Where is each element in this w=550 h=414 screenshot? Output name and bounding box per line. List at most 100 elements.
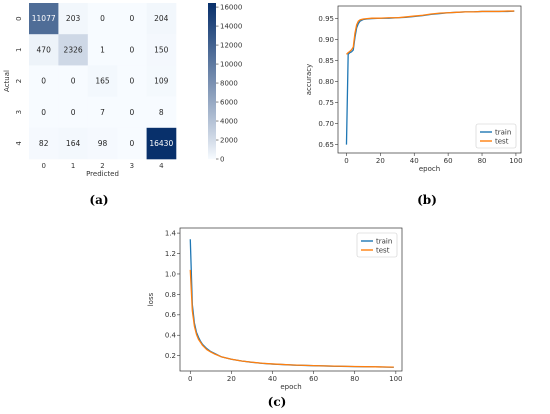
heatmap-cell-value: 7 bbox=[100, 108, 105, 117]
heatmap-cell-value: 164 bbox=[66, 139, 81, 148]
heatmap-cell-value: 0 bbox=[100, 14, 105, 23]
heatmap-cell bbox=[117, 3, 147, 35]
y-tick-label: 0.80 bbox=[318, 78, 334, 86]
x-tick-label: 60 bbox=[444, 157, 453, 165]
x-axis-label: epoch bbox=[419, 165, 440, 173]
colorbar-tick-label: 14000 bbox=[220, 22, 242, 30]
heatmap-cell-value: 8 bbox=[159, 108, 164, 117]
heatmap-cell bbox=[87, 96, 118, 129]
heatmap-cell-value: 0 bbox=[130, 14, 135, 23]
y-tick-label: 3 bbox=[15, 110, 23, 114]
x-tick-label: 4 bbox=[159, 162, 164, 170]
heatmap-cell-value: 11077 bbox=[32, 14, 56, 23]
heatmap-cell bbox=[58, 65, 89, 97]
heatmap-cell bbox=[58, 34, 89, 66]
heatmap-cell bbox=[146, 96, 177, 129]
heatmap-cell-value: 16430 bbox=[149, 139, 173, 148]
heatmap-cell bbox=[146, 34, 177, 66]
heatmap-cell bbox=[29, 96, 59, 129]
y-tick-label: 0.75 bbox=[318, 99, 334, 107]
x-tick-label: 3 bbox=[130, 162, 134, 170]
heatmap-cell bbox=[29, 65, 59, 97]
y-axis-label: accuracy bbox=[305, 64, 313, 96]
y-tick-label: 1.2 bbox=[165, 250, 176, 258]
caption-c: (c) bbox=[268, 395, 287, 409]
heatmap-cell bbox=[29, 3, 59, 35]
heatmap-cell bbox=[117, 34, 147, 66]
x-tick-label: 1 bbox=[71, 162, 75, 170]
y-tick-label: 2 bbox=[15, 79, 23, 83]
colorbar-tick-label: 4000 bbox=[220, 117, 238, 125]
x-axis-label: epoch bbox=[280, 383, 301, 391]
y-tick-label: 0.4 bbox=[165, 332, 177, 340]
legend-label-test: test bbox=[495, 137, 509, 145]
y-tick-label: 0.70 bbox=[318, 120, 334, 128]
x-tick-label: 20 bbox=[376, 157, 385, 165]
heatmap-cell-value: 0 bbox=[71, 108, 76, 117]
y-axis-label: loss bbox=[147, 292, 155, 306]
y-tick-label: 0.65 bbox=[318, 141, 334, 149]
x-tick-label: 0 bbox=[188, 375, 192, 383]
plot-frame bbox=[179, 227, 403, 372]
x-tick-label: 100 bbox=[389, 375, 402, 383]
y-tick-label: 4 bbox=[15, 141, 23, 146]
x-tick-label: 80 bbox=[350, 375, 359, 383]
x-axis-label: Predicted bbox=[86, 170, 119, 178]
x-tick-label: 40 bbox=[268, 375, 277, 383]
heatmap-cell bbox=[146, 3, 177, 35]
heatmap-cell-value: 150 bbox=[154, 45, 169, 54]
x-tick-label: 20 bbox=[227, 375, 236, 383]
legend-label-train: train bbox=[376, 237, 392, 245]
x-tick-label: 0 bbox=[344, 157, 348, 165]
plot-frame bbox=[337, 5, 522, 154]
colorbar-tick-label: 16000 bbox=[220, 3, 242, 11]
heatmap-cell-value: 0 bbox=[130, 45, 135, 54]
heatmap-cell bbox=[87, 65, 118, 97]
y-tick-label: 0.6 bbox=[165, 311, 177, 319]
colorbar-tick-label: 10000 bbox=[220, 60, 242, 68]
heatmap-cell bbox=[87, 127, 118, 160]
colorbar-tick-label: 12000 bbox=[220, 41, 242, 49]
x-tick-label: 60 bbox=[309, 375, 318, 383]
series-line-train bbox=[189, 239, 394, 368]
heatmap-cell bbox=[117, 65, 147, 97]
heatmap-cell-value: 82 bbox=[39, 139, 49, 148]
heatmap-cell bbox=[58, 3, 89, 35]
series-line-test bbox=[346, 10, 515, 55]
caption-b: (b) bbox=[417, 193, 437, 207]
heatmap-cell-value: 2326 bbox=[64, 45, 83, 54]
x-tick-label: 0 bbox=[41, 162, 45, 170]
colorbar-tick-label: 2000 bbox=[220, 136, 238, 144]
heatmap-cell-value: 0 bbox=[130, 77, 135, 86]
heatmap-cell bbox=[58, 127, 89, 160]
accuracy-chart: 0 20 40 60 80 100 0.65 0.70 0.75 0.80 0.85 0.90 0.95… bbox=[305, 5, 523, 173]
legend-box bbox=[475, 123, 517, 149]
legend-label-test: test bbox=[376, 246, 390, 254]
heatmap-cell-value: 0 bbox=[130, 108, 135, 117]
heatmap-cell bbox=[87, 3, 118, 35]
legend-box bbox=[356, 232, 398, 258]
x-tick-label: 2 bbox=[100, 162, 104, 170]
colorbar-tick-label: 6000 bbox=[220, 98, 238, 106]
heatmap-cell-value: 0 bbox=[71, 77, 76, 86]
colorbar-bar bbox=[208, 3, 216, 159]
y-tick-label: 0.85 bbox=[318, 57, 334, 65]
heatmap-cell bbox=[146, 127, 177, 160]
heatmap-cell-value: 98 bbox=[98, 139, 108, 148]
colorbar-tick-label: 8000 bbox=[220, 79, 238, 87]
series-line-test bbox=[189, 269, 394, 368]
x-tick-label: 80 bbox=[478, 157, 487, 165]
legend-label-train: train bbox=[495, 128, 511, 136]
y-axis-label: Actual bbox=[3, 70, 11, 92]
loss-chart: 0 20 40 60 80 100 0.2 0.4 0.6 0.8 1.0 1.2 1.4 epoch lo… bbox=[147, 227, 403, 391]
heatmap-cell bbox=[29, 127, 59, 160]
heatmap-cell-value: 203 bbox=[66, 14, 81, 23]
heatmap-cell-value: 470 bbox=[37, 45, 52, 54]
colorbar: 0 2000 4000 6000 8000 10000 12000 14000 16000 bbox=[208, 3, 242, 163]
heatmap-cell bbox=[117, 96, 147, 129]
heatmap-cell-value: 0 bbox=[130, 139, 135, 148]
heatmap-cell-value: 204 bbox=[154, 14, 169, 23]
heatmap-cell-value: 109 bbox=[154, 77, 169, 86]
heatmap-cell-value: 165 bbox=[95, 77, 110, 86]
